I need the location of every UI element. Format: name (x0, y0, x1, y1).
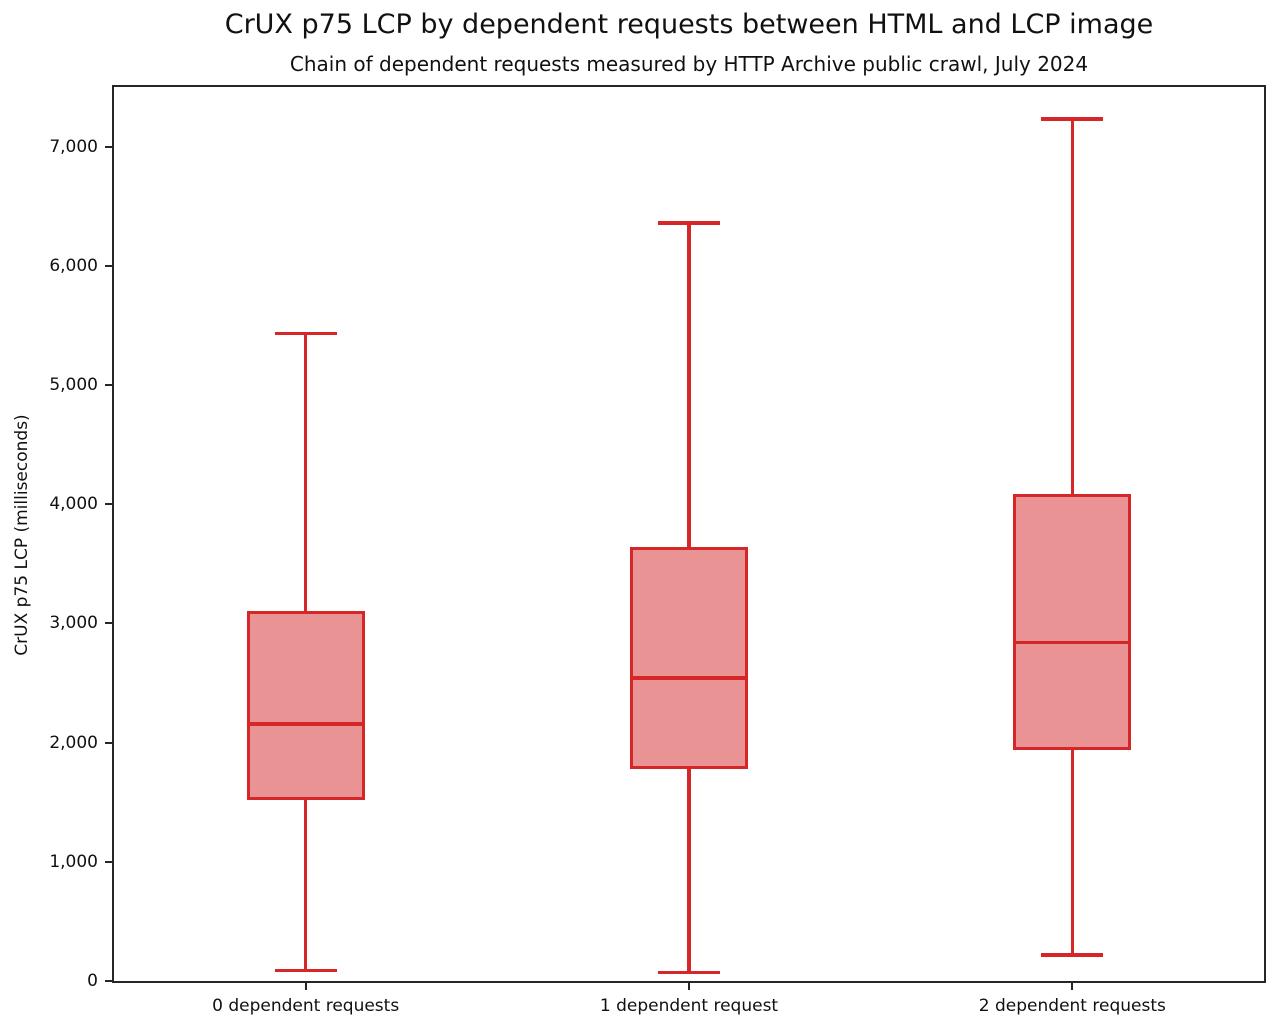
median-line (630, 676, 748, 680)
whisker-cap-bottom (1041, 953, 1104, 957)
x-tick-label: 1 dependent request (599, 996, 779, 1016)
y-tick-mark (105, 384, 112, 386)
y-tick-label: 0 (87, 971, 98, 991)
plot-area: 0 1,000 2,000 3,000 4,000 5,000 6,000 7,000 0 de… (49, 85, 1266, 1016)
y-tick-label: 3,000 (49, 613, 98, 634)
y-tick-mark (105, 980, 112, 982)
y-tick-label: 4,000 (49, 494, 98, 515)
y-tick-mark (105, 741, 112, 744)
y-tick-mark (105, 860, 112, 863)
whisker-cap-top (1041, 117, 1104, 121)
x-tick-mark (304, 983, 307, 990)
box-rect (246, 610, 365, 801)
y-tick-label: 6,000 (49, 255, 98, 276)
y-tick-mark (105, 503, 112, 506)
y-tick-label: 7,000 (49, 136, 98, 157)
x-tick-label: 0 dependent requests (212, 996, 400, 1016)
box-rect (630, 546, 748, 770)
y-tick-label: 2,000 (49, 732, 98, 753)
chart-subtitle: Chain of dependent requests measured by … (289, 52, 1089, 76)
median-line (246, 722, 365, 726)
x-tick-label: 2 dependent requests (978, 996, 1166, 1016)
whisker-cap-bottom (658, 970, 720, 975)
box-rect (1013, 493, 1132, 751)
y-tick-label: 1,000 (49, 851, 98, 872)
whisker-cap-top (658, 221, 720, 225)
chart-title: CrUX p75 LCP by dependent requests betwe… (224, 9, 1154, 40)
y-tick-mark (105, 622, 112, 625)
x-tick-mark (688, 983, 690, 990)
y-tick-mark (105, 145, 112, 148)
median-line (1013, 640, 1132, 645)
y-tick-label: 5,000 (49, 375, 98, 395)
y-axis-label: CrUX p75 LCP (milliseconds) (12, 414, 32, 656)
y-tick-mark (105, 264, 112, 267)
whisker-cap-bottom (274, 968, 337, 973)
x-tick-mark (1071, 983, 1074, 990)
whisker-cap-top (274, 331, 337, 336)
